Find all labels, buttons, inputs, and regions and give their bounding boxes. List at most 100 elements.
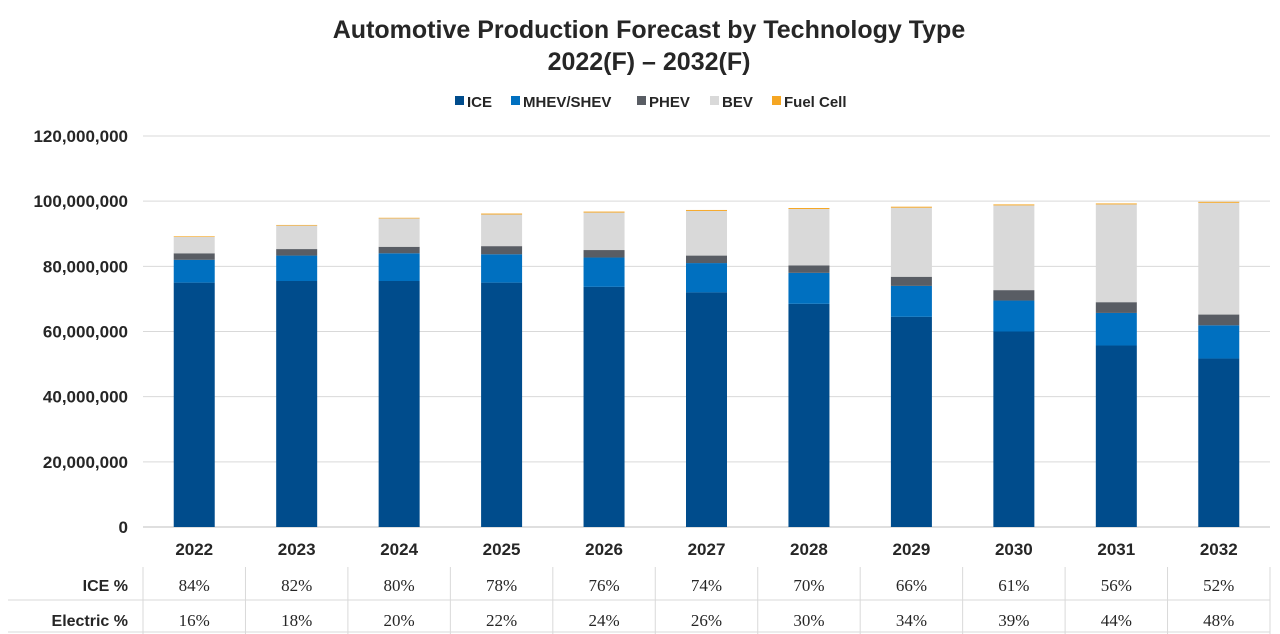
legend-label: MHEV/SHEV [523,94,611,111]
table-cell: 16% [179,611,210,630]
legend-label: PHEV [649,94,690,111]
table-cell: 52% [1203,576,1234,595]
bar-segment-fuel-cell [686,209,727,211]
bar-segment-bev [276,225,318,250]
bar-segment-fuel-cell [481,213,523,215]
bar-segment-bev [1095,204,1137,303]
y-tick-label: 0 [119,518,128,537]
x-tick-label: 2030 [995,540,1033,559]
table-cell: 66% [896,576,927,595]
y-tick-label: 80,000,000 [43,257,128,276]
bar-segment-ice [583,286,625,527]
bar-segment-phev [583,250,625,258]
y-axis: 0 20,000,000 40,000,000 60,000,000 80,000,00… [33,127,128,537]
bar-segment-bev [173,237,215,254]
table-cell: 76% [588,576,619,595]
x-tick-label: 2027 [688,540,726,559]
table-cell: 26% [691,611,722,630]
legend-label: ICE [467,94,492,111]
bar-segment-bev [686,210,727,256]
legend-swatch [710,96,719,105]
table-cell: 74% [691,576,722,595]
x-tick-label: 2031 [1097,540,1135,559]
table-cell: 22% [486,611,517,630]
bar-segment-bev [993,205,1035,291]
bar-segment-ice [890,316,932,527]
bar-segment-mhev-shev [1095,312,1137,346]
bar-segment-bev [1198,202,1240,315]
legend-swatch [637,96,646,105]
x-tick-label: 2032 [1200,540,1238,559]
bar-segment-ice [1198,358,1240,527]
bar-segment-phev [890,276,932,286]
bars [173,201,1240,527]
table-cell: 44% [1101,611,1132,630]
y-tick-label: 40,000,000 [43,388,128,407]
chart-title: Automotive Production Forecast by Techno… [333,16,966,44]
table-row-label: Electric % [52,613,128,630]
y-tick-label: 120,000,000 [33,127,128,146]
bar-segment-phev [378,246,420,254]
bar-segment-phev [276,249,318,256]
x-tick-label: 2025 [483,540,521,559]
table-cell: 24% [588,611,619,630]
bar-segment-bev [890,207,932,277]
bar-segment-mhev-shev [993,300,1035,332]
bar-segment-fuel-cell [173,236,215,238]
chart-subtitle: 2022(F) – 2032(F) [548,48,751,76]
table-cell: 78% [486,576,517,595]
bar-segment-fuel-cell [1095,203,1137,205]
legend-swatch [772,96,781,105]
bar-segment-phev [481,246,523,255]
bar-segment-mhev-shev [378,253,420,281]
bar-segment-mhev-shev [173,259,215,283]
bar-segment-fuel-cell [583,211,625,213]
table-cell: 56% [1101,576,1132,595]
bar-segment-phev [173,253,215,260]
x-axis: 2022 2023 2024 2025 2026 2027 2028 2029 2030 2031… [175,540,1237,559]
bar-segment-bev [788,208,830,266]
bar-segment-mhev-shev [686,263,727,293]
x-tick-label: 2028 [790,540,828,559]
bar-segment-ice [1095,345,1137,527]
bar-segment-fuel-cell [378,217,420,219]
table-cell: 82% [281,576,312,595]
bar-segment-ice [993,331,1035,527]
legend-label: BEV [722,94,753,111]
table-cell: 80% [384,576,415,595]
bar-segment-ice [378,280,420,527]
x-tick-label: 2023 [278,540,316,559]
bar-segment-ice [686,292,727,527]
bar-segment-phev [1095,302,1137,313]
table-cell: 34% [896,611,927,630]
bar-segment-fuel-cell [1198,201,1240,203]
bar-segment-mhev-shev [481,254,523,283]
bar-segment-bev [583,212,625,251]
bar-segment-mhev-shev [890,285,932,317]
bar-segment-bev [378,218,420,247]
legend: ICE MHEV/SHEV PHEV BEV Fuel Cell [455,94,847,111]
table-cell: 39% [998,611,1029,630]
bar-segment-mhev-shev [276,255,318,281]
table-cell: 70% [793,576,824,595]
bar-segment-ice [276,280,318,527]
table-cell: 30% [793,611,824,630]
y-tick-label: 100,000,000 [33,192,128,211]
table-row-label: ICE % [83,578,128,595]
bar-segment-mhev-shev [583,257,625,287]
x-tick-label: 2022 [175,540,213,559]
table-cell: 61% [998,576,1029,595]
y-tick-label: 60,000,000 [43,323,128,342]
x-tick-label: 2029 [892,540,930,559]
bar-segment-fuel-cell [276,224,318,226]
table-cell: 48% [1203,611,1234,630]
legend-swatch [455,96,464,105]
y-tick-label: 20,000,000 [43,453,128,472]
bar-segment-phev [993,290,1035,301]
bar-segment-mhev-shev [788,272,830,304]
table-cell: 18% [281,611,312,630]
bar-segment-ice [481,282,523,527]
bar-segment-phev [1198,314,1240,326]
bar-segment-fuel-cell [788,208,830,209]
